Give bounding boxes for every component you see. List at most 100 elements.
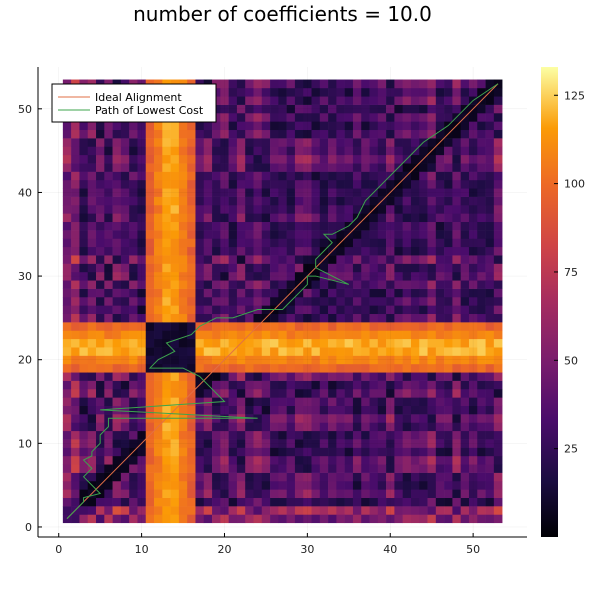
- heatmap-cell: [402, 230, 412, 239]
- heatmap-cell: [162, 430, 171, 440]
- heatmap-cell: [120, 464, 130, 473]
- heatmap-cell: [236, 330, 246, 340]
- heatmap-cell: [62, 480, 72, 490]
- heatmap-cell: [112, 263, 122, 273]
- heatmap-cell: [460, 255, 470, 264]
- heatmap-cell: [195, 447, 205, 457]
- heatmap-cell: [419, 305, 428, 315]
- heatmap-cell: [137, 489, 147, 498]
- heatmap-cell: [319, 489, 329, 498]
- heatmap-cell: [187, 146, 196, 156]
- heatmap-cell: [187, 255, 196, 264]
- heatmap-cell: [236, 204, 246, 214]
- heatmap-cell: [286, 221, 296, 231]
- heatmap-cell: [419, 363, 428, 373]
- heatmap-cell: [468, 455, 478, 465]
- heatmap-cell: [410, 96, 420, 105]
- heatmap-cell: [303, 514, 312, 524]
- heatmap-cell: [477, 171, 486, 181]
- heatmap-cell: [261, 138, 271, 147]
- heatmap-cell: [477, 405, 486, 415]
- heatmap-cell: [178, 179, 188, 189]
- heatmap-cell: [336, 363, 345, 373]
- heatmap-cell: [493, 288, 503, 298]
- heatmap-cell: [344, 113, 354, 122]
- heatmap-cell: [187, 288, 196, 298]
- heatmap-cell: [294, 255, 304, 264]
- heatmap-cell: [178, 439, 188, 448]
- heatmap-cell: [386, 464, 395, 473]
- heatmap-cell: [270, 388, 279, 398]
- heatmap-cell: [195, 313, 205, 323]
- heatmap-cell: [170, 271, 180, 281]
- heatmap-cell: [203, 388, 213, 398]
- heatmap-cell: [485, 296, 495, 306]
- heatmap-cell: [410, 363, 420, 373]
- heatmap-cell: [112, 171, 122, 181]
- heatmap-cell: [386, 296, 395, 306]
- heatmap-cell: [344, 238, 354, 248]
- heatmap-cell: [493, 414, 503, 423]
- heatmap-cell: [336, 263, 345, 273]
- heatmap-cell: [444, 397, 453, 406]
- heatmap-cell: [228, 171, 238, 181]
- heatmap-cell: [444, 388, 453, 398]
- heatmap-cell: [129, 405, 138, 415]
- heatmap-cell: [294, 230, 304, 239]
- heatmap-cell: [145, 313, 155, 323]
- heatmap-cell: [303, 171, 312, 181]
- heatmap-cell: [477, 363, 486, 373]
- heatmap-cell: [79, 221, 89, 231]
- heatmap-cell: [162, 322, 171, 331]
- heatmap-cell: [361, 514, 370, 524]
- heatmap-cell: [477, 121, 486, 131]
- heatmap-cell: [460, 280, 470, 289]
- heatmap-cell: [386, 221, 395, 231]
- heatmap-cell: [286, 188, 296, 197]
- heatmap-cell: [386, 397, 395, 406]
- heatmap-cell: [493, 472, 503, 482]
- heatmap-cell: [71, 372, 80, 381]
- heatmap-cell: [71, 480, 80, 490]
- heatmap-cell: [212, 430, 221, 440]
- heatmap-cell: [493, 104, 503, 114]
- heatmap-cell: [178, 138, 188, 147]
- heatmap-cell: [410, 397, 420, 406]
- heatmap-cell: [286, 204, 296, 214]
- heatmap-cell: [410, 221, 420, 231]
- heatmap-cell: [187, 213, 196, 223]
- heatmap-cell: [145, 439, 155, 448]
- heatmap-cell: [319, 271, 329, 281]
- heatmap-cell: [419, 121, 428, 131]
- heatmap-cell: [187, 497, 196, 507]
- heatmap-cell: [369, 288, 379, 298]
- heatmap-cell: [369, 221, 379, 231]
- heatmap-cell: [195, 330, 205, 340]
- heatmap-cell: [294, 472, 304, 482]
- heatmap-cell: [394, 221, 403, 231]
- heatmap-cell: [145, 489, 155, 498]
- heatmap-cell: [328, 363, 337, 373]
- heatmap-cell: [112, 422, 122, 432]
- heatmap-cell: [344, 79, 354, 89]
- heatmap-cell: [112, 280, 122, 289]
- heatmap-cell: [195, 347, 205, 356]
- heatmap-cell: [386, 196, 395, 206]
- heatmap-cell: [236, 121, 246, 131]
- heatmap-cell: [419, 447, 428, 457]
- heatmap-cell: [402, 355, 412, 365]
- heatmap-cell: [328, 129, 337, 139]
- heatmap-cell: [369, 146, 379, 156]
- heatmap-cell: [145, 129, 155, 139]
- heatmap-cell: [245, 154, 254, 164]
- heatmap-cell: [220, 129, 229, 139]
- heatmap-cell: [228, 138, 238, 147]
- heatmap-cell: [460, 188, 470, 197]
- heatmap-cell: [336, 430, 345, 440]
- heatmap-cell: [120, 171, 130, 181]
- heatmap-cell: [112, 296, 122, 306]
- heatmap-cell: [62, 322, 72, 331]
- heatmap-cell: [212, 280, 221, 289]
- heatmap-cell: [178, 338, 188, 348]
- heatmap-cell: [394, 280, 403, 289]
